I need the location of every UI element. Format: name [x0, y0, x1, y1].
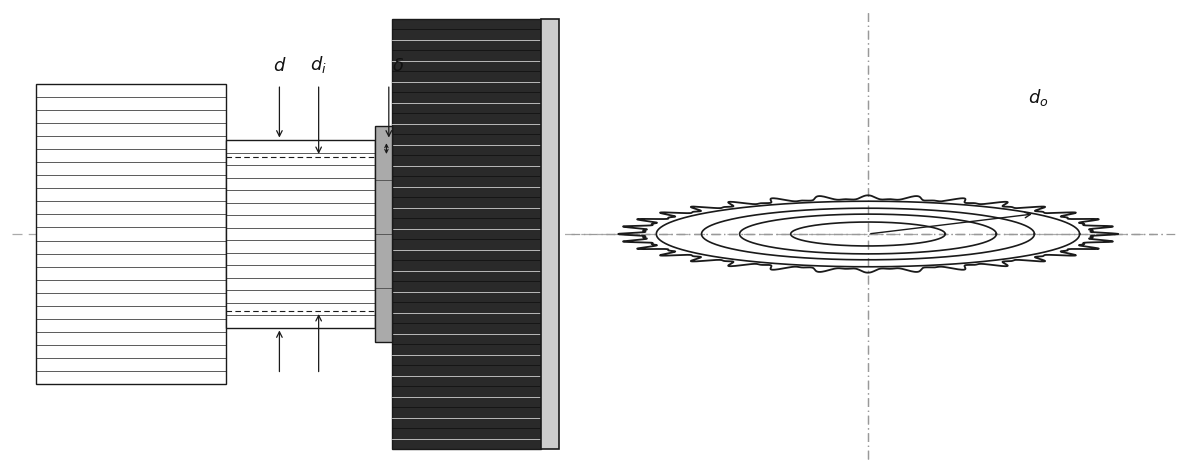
Text: $d_o$: $d_o$ — [1028, 87, 1049, 108]
Bar — [392, 19, 541, 449]
Bar — [226, 140, 375, 328]
Text: $d_i$: $d_i$ — [310, 54, 327, 75]
Bar — [36, 84, 226, 384]
Text: $d$: $d$ — [272, 57, 287, 75]
Bar — [375, 126, 392, 342]
Text: $\delta$: $\delta$ — [392, 57, 404, 75]
Bar — [541, 19, 559, 449]
